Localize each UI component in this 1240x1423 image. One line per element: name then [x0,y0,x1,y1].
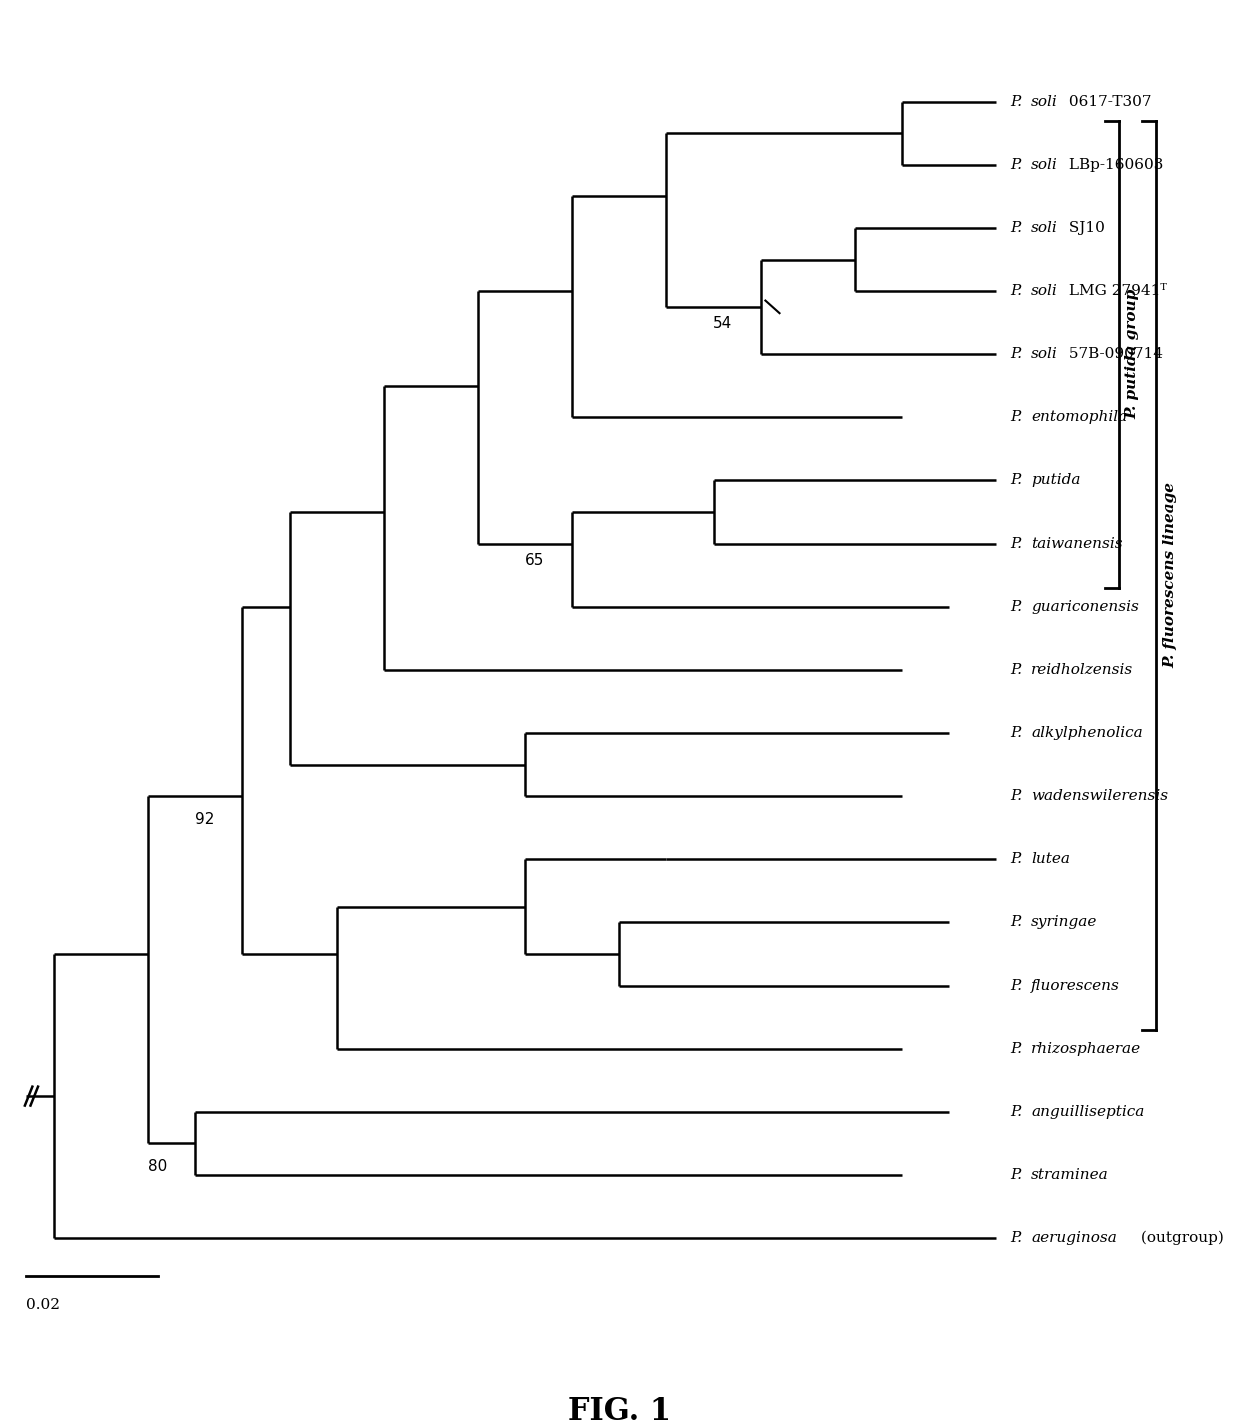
Text: alkylphenolica: alkylphenolica [1030,726,1143,740]
Text: P.: P. [1011,1104,1027,1118]
Text: 92: 92 [195,813,215,827]
Text: soli: soli [1030,221,1058,235]
Text: rhizosphaerae: rhizosphaerae [1030,1042,1141,1056]
Text: entomophila: entomophila [1030,410,1127,424]
Text: P.: P. [1011,347,1027,361]
Text: LMG 27941ᵀ: LMG 27941ᵀ [1064,285,1167,297]
Text: FIG. 1: FIG. 1 [568,1396,671,1423]
Text: P.: P. [1011,915,1027,929]
Text: P.: P. [1011,599,1027,613]
Text: P.: P. [1011,790,1027,803]
Text: P.: P. [1011,1231,1027,1245]
Text: P.: P. [1011,158,1027,172]
Text: aeruginosa: aeruginosa [1030,1231,1117,1245]
Text: (outgroup): (outgroup) [1136,1231,1224,1245]
Text: soli: soli [1030,285,1058,297]
Text: taiwanensis: taiwanensis [1030,536,1122,551]
Text: anguilliseptica: anguilliseptica [1030,1104,1145,1118]
Text: P.: P. [1011,1042,1027,1056]
Text: 0.02: 0.02 [26,1298,60,1312]
Text: reidholzensis: reidholzensis [1030,663,1133,677]
Text: lutea: lutea [1030,852,1070,867]
Text: P.: P. [1011,410,1027,424]
Text: P. fluorescens lineage: P. fluorescens lineage [1163,482,1178,669]
Text: P.: P. [1011,1168,1027,1183]
Text: P.: P. [1011,536,1027,551]
Text: soli: soli [1030,95,1058,108]
Text: 80: 80 [148,1160,167,1174]
Text: guariconensis: guariconensis [1030,599,1138,613]
Text: 57B-090714: 57B-090714 [1064,347,1163,361]
Text: P. putida group: P. putida group [1126,289,1140,420]
Text: P.: P. [1011,221,1027,235]
Text: soli: soli [1030,158,1058,172]
Text: P.: P. [1011,852,1027,867]
Text: straminea: straminea [1030,1168,1109,1183]
Text: P.: P. [1011,979,1027,993]
Text: P.: P. [1011,726,1027,740]
Text: 65: 65 [525,554,544,568]
Text: syringae: syringae [1030,915,1097,929]
Text: SJ10: SJ10 [1064,221,1105,235]
Text: fluorescens: fluorescens [1030,979,1120,993]
Text: P.: P. [1011,285,1027,297]
Text: P.: P. [1011,663,1027,677]
Text: P.: P. [1011,474,1027,488]
Text: 0617-T307: 0617-T307 [1064,95,1151,108]
Text: P.: P. [1011,95,1027,108]
Text: putida: putida [1030,474,1080,488]
Text: soli: soli [1030,347,1058,361]
Text: LBp-160603: LBp-160603 [1064,158,1163,172]
Text: 54: 54 [713,316,733,332]
Text: wadenswilerensis: wadenswilerensis [1030,790,1168,803]
